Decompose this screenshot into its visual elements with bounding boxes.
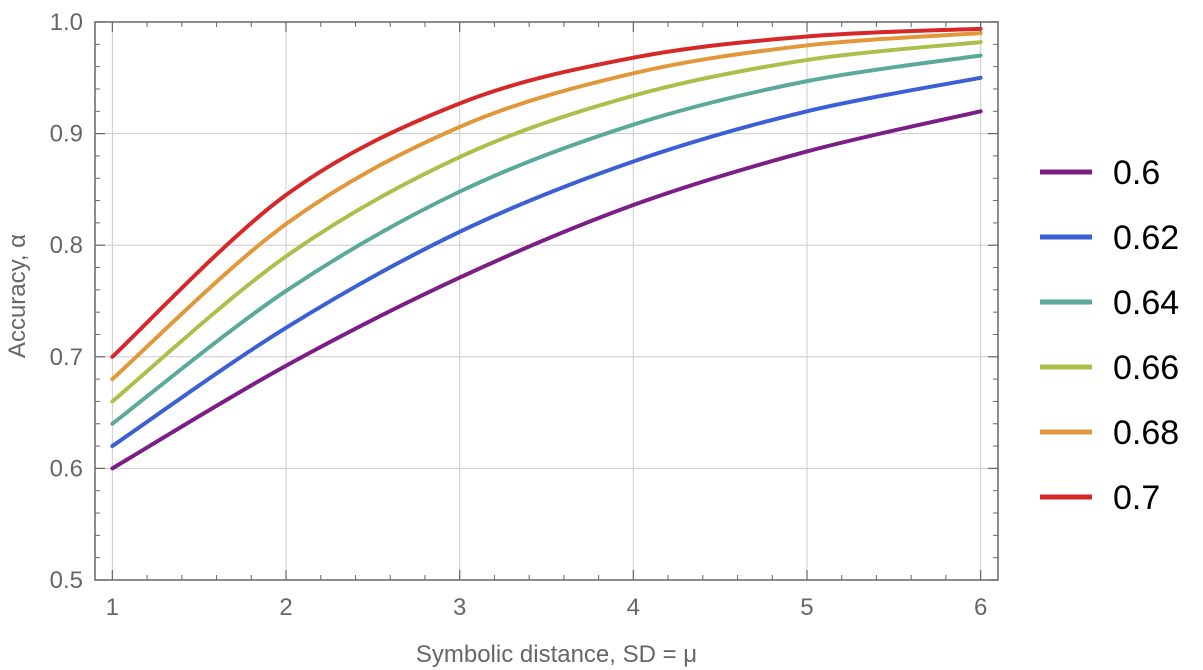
series-line-0-6 (110, 109, 983, 471)
y-tick-label: 0.8 (50, 232, 83, 259)
y-tick-label: 0.7 (50, 344, 83, 371)
legend-label: 0.6 (1113, 154, 1160, 192)
y-tick-label: 0.6 (50, 455, 83, 482)
series-line-0-64 (110, 53, 983, 426)
x-tick-label: 5 (800, 594, 813, 621)
y-tick-label: 1.0 (50, 9, 83, 36)
y-tick-label: 0.5 (50, 567, 83, 594)
grid-lines (95, 22, 998, 580)
legend-label: 0.66 (1113, 349, 1179, 387)
x-tick-label: 4 (627, 594, 640, 621)
series-line-0-7 (110, 26, 983, 359)
series-line-0-66 (110, 40, 983, 404)
x-tick-label: 1 (106, 594, 119, 621)
plot-frame (94, 21, 999, 581)
x-tick-label: 6 (974, 594, 987, 621)
y-axis-title: Accuracy, α (4, 234, 31, 358)
tick-labels: 1 2 3 4 5 6 0.5 0.6 0.7 0.8 0.9 1.0 (50, 9, 988, 621)
x-tick-label: 3 (453, 594, 466, 621)
legend-label: 0.64 (1113, 284, 1179, 322)
legend-label: 0.62 (1113, 219, 1179, 257)
legend-label: 0.7 (1113, 479, 1160, 517)
series-line-0-62 (110, 75, 983, 449)
legend-label: 0.68 (1113, 414, 1179, 452)
y-tick-label: 0.9 (50, 121, 83, 148)
x-axis-title: Symbolic distance, SD = μ (416, 641, 697, 668)
series-lines (110, 26, 983, 471)
x-tick-label: 2 (279, 594, 292, 621)
legend: 0.6 0.62 0.64 0.66 0.68 0.7 (1040, 154, 1179, 517)
series-line-0-68 (110, 31, 983, 382)
axis-ticks (95, 21, 998, 581)
